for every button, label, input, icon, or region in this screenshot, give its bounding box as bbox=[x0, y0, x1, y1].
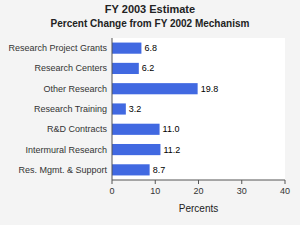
category-label: Research Project Grants bbox=[8, 43, 107, 53]
category-label: Research Centers bbox=[34, 63, 107, 73]
category-label: Research Training bbox=[34, 104, 107, 114]
tick-mark bbox=[155, 180, 156, 184]
bar bbox=[112, 144, 160, 155]
data-label: 3.2 bbox=[129, 104, 142, 114]
bars bbox=[112, 43, 198, 176]
category-label: Other Research bbox=[43, 84, 107, 94]
bar bbox=[112, 83, 198, 94]
chart: FY 2003 Estimate Percent Change from FY 2… bbox=[0, 0, 300, 225]
tick-label: 20 bbox=[193, 186, 203, 196]
tick-label: 0 bbox=[109, 186, 114, 196]
bar bbox=[112, 124, 160, 135]
bar bbox=[112, 164, 150, 175]
tick-mark bbox=[112, 180, 113, 184]
data-label: 8.7 bbox=[153, 165, 166, 175]
tick-label: 40 bbox=[280, 186, 290, 196]
tick-mark bbox=[241, 180, 242, 184]
bar bbox=[112, 63, 139, 74]
tick-label: 30 bbox=[237, 186, 247, 196]
category-label: Res. Mgmt. & Support bbox=[18, 165, 107, 175]
data-label: 11.2 bbox=[163, 145, 180, 155]
category-label: Intermural Research bbox=[25, 145, 107, 155]
bar bbox=[112, 43, 141, 54]
y-axis-line bbox=[112, 38, 113, 180]
data-label: 6.2 bbox=[142, 63, 155, 73]
data-label: 19.8 bbox=[201, 84, 219, 94]
bar bbox=[112, 103, 126, 114]
tick-mark bbox=[285, 180, 286, 184]
category-label: R&D Contracts bbox=[47, 124, 108, 134]
x-axis-label: Percents bbox=[179, 203, 218, 214]
title: FY 2003 Estimate bbox=[105, 3, 195, 15]
x-axis-line bbox=[112, 180, 285, 181]
subtitle: Percent Change from FY 2002 Mechanism bbox=[51, 18, 250, 29]
data-label: 6.8 bbox=[144, 43, 157, 53]
data-label: 11.0 bbox=[163, 124, 180, 134]
plot-area bbox=[112, 38, 285, 180]
tick-mark bbox=[198, 180, 199, 184]
tick-label: 10 bbox=[150, 186, 160, 196]
